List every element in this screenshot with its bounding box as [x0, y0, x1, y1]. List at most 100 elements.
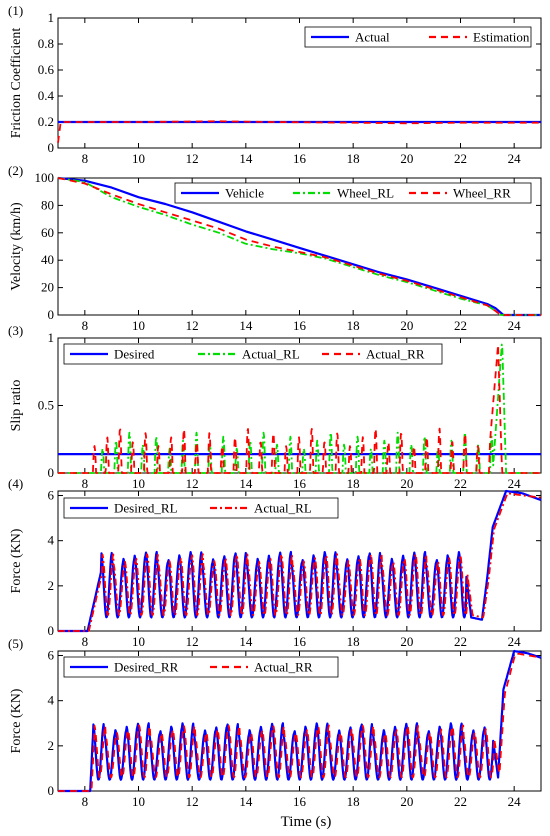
x-tick-label: 12: [186, 476, 199, 491]
legend-label: Desired_RL: [114, 501, 178, 516]
x-tick-label: 14: [239, 634, 253, 649]
legend-box: [174, 182, 532, 204]
x-tick-label: 18: [347, 476, 360, 491]
y-tick-label: 60: [41, 225, 54, 240]
panel-label: (4): [8, 476, 23, 491]
x-tick-label: 12: [186, 151, 199, 166]
y-tick-label: 0.2: [38, 114, 54, 129]
x-tick-label: 8: [82, 151, 89, 166]
x-tick-label: 20: [400, 318, 413, 333]
x-tick-label: 24: [508, 794, 522, 809]
y-tick-label: 0.5: [38, 398, 54, 413]
series-line-vehicle: [57, 176, 541, 317]
x-tick-label: 22: [454, 151, 467, 166]
panel-label: (2): [8, 163, 23, 178]
series-line-wheel-rl: [57, 177, 541, 316]
x-tick-label: 22: [454, 318, 467, 333]
x-tick-label: 24: [508, 476, 522, 491]
panel-label: (3): [8, 323, 23, 338]
x-tick-label: 12: [186, 794, 199, 809]
series-line-desired-rl: [57, 489, 542, 633]
x-tick-label: 8: [82, 794, 89, 809]
x-tick-label: 22: [454, 794, 467, 809]
y-axis-title: Force (KN): [9, 528, 24, 593]
panel-label: (1): [8, 3, 23, 18]
legend-label: Desired: [114, 347, 155, 362]
x-tick-label: 18: [347, 318, 360, 333]
series-line-estimation: [57, 120, 541, 143]
series-line-actual-rr: [57, 343, 542, 474]
x-tick-label: 14: [239, 151, 253, 166]
y-tick-label: 20: [41, 280, 54, 295]
y-tick-label: 0: [48, 307, 55, 322]
y-tick-label: 0: [48, 623, 55, 638]
legend-label: Actual: [355, 30, 390, 45]
x-tick-label: 22: [454, 634, 467, 649]
x-tick-label: 8: [82, 318, 89, 333]
x-tick-label: 10: [132, 151, 145, 166]
y-axis-title: Velocity (km/h): [9, 202, 24, 291]
y-axis-title: Slip ratio: [9, 380, 24, 432]
y-axis-title: Force (KN): [9, 688, 24, 753]
x-tick-label: 20: [400, 794, 413, 809]
series-line-actual-rl: [57, 492, 542, 632]
y-tick-label: 4: [48, 693, 55, 708]
x-tick-label: 24: [508, 151, 522, 166]
x-tick-label: 10: [132, 318, 145, 333]
x-tick-label: 12: [186, 634, 199, 649]
y-tick-label: 100: [35, 170, 55, 185]
x-tick-label: 12: [186, 318, 199, 333]
y-tick-label: 0: [48, 465, 55, 480]
y-tick-label: 1: [48, 330, 55, 345]
y-tick-label: 2: [48, 578, 55, 593]
y-tick-label: 0: [48, 140, 55, 155]
x-tick-label: 16: [293, 151, 307, 166]
x-tick-label: 10: [132, 634, 145, 649]
x-tick-label: 18: [347, 794, 360, 809]
y-tick-label: 0: [48, 783, 55, 798]
x-tick-label: 20: [400, 151, 413, 166]
y-axis-title: Friction Coefficient: [9, 28, 24, 139]
x-axis-title: Time (s): [281, 814, 332, 830]
x-tick-label: 20: [400, 634, 413, 649]
legend-label: Actual_RL: [254, 501, 312, 516]
x-tick-label: 10: [132, 794, 145, 809]
x-tick-label: 14: [239, 318, 253, 333]
x-tick-label: 20: [400, 476, 413, 491]
x-tick-label: 10: [132, 476, 145, 491]
x-tick-label: 18: [347, 151, 360, 166]
y-tick-label: 40: [41, 252, 54, 267]
x-tick-label: 24: [508, 318, 522, 333]
series-line-actual-rr: [57, 652, 542, 792]
y-tick-label: 1: [48, 10, 55, 25]
y-tick-label: 2: [48, 738, 55, 753]
y-tick-label: 0.8: [38, 36, 54, 51]
legend-label: Actual_RR: [254, 660, 313, 675]
legend-box: [63, 656, 339, 678]
legend-box: [63, 497, 339, 519]
x-tick-label: 16: [293, 318, 307, 333]
legend-label: Estimation: [473, 30, 530, 45]
x-tick-label: 16: [293, 794, 307, 809]
x-tick-label: 14: [239, 476, 253, 491]
y-tick-label: 6: [48, 488, 55, 503]
y-tick-label: 0.4: [38, 88, 55, 103]
legend-label: Actual_RR: [366, 347, 425, 362]
y-tick-label: 4: [48, 533, 55, 548]
x-tick-label: 18: [347, 634, 360, 649]
legend-label: Actual_RL: [242, 347, 300, 362]
y-tick-label: 0.6: [38, 62, 55, 77]
legend-label: Wheel_RL: [337, 186, 394, 201]
y-tick-label: 80: [41, 197, 54, 212]
x-tick-label: 8: [82, 634, 89, 649]
y-tick-label: 6: [48, 648, 55, 663]
x-tick-label: 8: [82, 476, 89, 491]
legend-box: [63, 343, 443, 365]
legend-box: [304, 26, 532, 48]
panel-label: (5): [8, 636, 23, 651]
legend-label: Vehicle: [225, 186, 264, 201]
series-line-wheel-rr: [57, 177, 541, 316]
x-tick-label: 24: [508, 634, 522, 649]
legend-label: Desired_RR: [114, 660, 179, 675]
